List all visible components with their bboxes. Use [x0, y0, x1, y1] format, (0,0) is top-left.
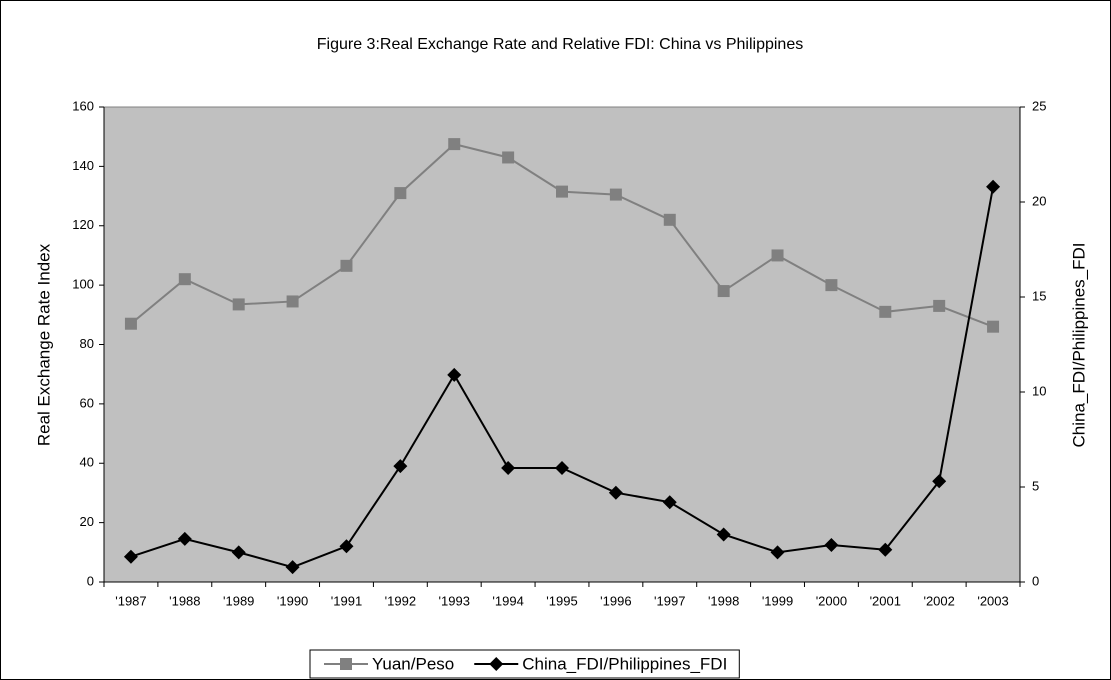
series-marker — [339, 539, 354, 554]
y-tick-label: 140 — [72, 158, 94, 173]
x-tick-label: '1992 — [385, 593, 416, 608]
series-marker — [178, 273, 191, 286]
series-marker — [123, 549, 138, 564]
legend-label: China_FDI/Philippines_FDI — [522, 654, 727, 673]
x-tick-label: '1988 — [169, 593, 200, 608]
x-tick-label: '1997 — [654, 593, 685, 608]
series-marker — [394, 187, 407, 200]
series-marker — [770, 545, 785, 560]
series-marker — [556, 185, 568, 198]
y2-tick-label: 20 — [1032, 193, 1046, 208]
series-marker — [285, 560, 300, 575]
x-tick-label: '2003 — [977, 593, 1008, 608]
y2-tick-label: 15 — [1032, 288, 1046, 303]
y-tick-label: 40 — [80, 455, 94, 470]
y2-tick-label: 5 — [1032, 478, 1039, 493]
y-tick-label: 80 — [80, 336, 94, 351]
series-marker — [232, 298, 245, 311]
series-marker — [501, 461, 516, 475]
series-marker — [124, 317, 137, 330]
y-tick-label: 100 — [72, 277, 94, 292]
x-tick-label: '2001 — [870, 593, 901, 608]
series-marker — [393, 459, 408, 474]
x-tick-label: '1996 — [600, 593, 631, 608]
series-marker — [662, 495, 677, 510]
y-tick-label: 20 — [80, 514, 94, 529]
series-marker — [986, 179, 1001, 194]
series-marker — [502, 151, 515, 164]
legend: Yuan/Peso China_FDI/Philippines_FDI — [309, 649, 740, 679]
y-tick-label: 0 — [87, 573, 94, 588]
series-marker — [555, 461, 569, 475]
series-marker — [231, 545, 246, 560]
y2-axis-title: China_FDI/Philippines_FDI — [1069, 242, 1088, 447]
y-axis-title: Real Exchange Rate Index — [34, 243, 53, 446]
y-tick-label: 160 — [72, 98, 94, 113]
x-tick-label: '2002 — [923, 593, 954, 608]
x-tick-label: '1998 — [708, 593, 739, 608]
series-marker — [825, 279, 838, 292]
series-marker — [286, 295, 299, 308]
series-marker — [608, 485, 623, 500]
x-tick-label: '1991 — [331, 593, 362, 608]
legend-marker — [340, 658, 352, 670]
x-tick-label: '1999 — [762, 593, 793, 608]
y-tick-label: 60 — [80, 395, 94, 410]
series-marker — [340, 259, 353, 272]
series-marker — [878, 542, 893, 557]
x-tick-label: '1987 — [115, 593, 146, 608]
legend-label: Yuan/Peso — [372, 654, 454, 673]
x-tick-label: '1993 — [439, 593, 470, 608]
series-marker — [717, 285, 730, 298]
x-tick-label: '1990 — [277, 593, 308, 608]
series-marker — [987, 320, 1000, 333]
series-marker — [609, 188, 622, 201]
series-marker — [824, 537, 839, 552]
series-marker — [879, 305, 892, 318]
series-marker — [933, 299, 946, 312]
series-marker — [177, 531, 192, 546]
series-marker — [716, 527, 731, 542]
x-tick-label: '2000 — [816, 593, 847, 608]
chart-title: Figure 3:Real Exchange Rate and Relative… — [317, 36, 803, 53]
series-marker — [771, 249, 784, 262]
y2-tick-label: 10 — [1032, 383, 1046, 398]
y-tick-label: 120 — [72, 217, 94, 232]
y2-tick-label: 25 — [1032, 98, 1046, 113]
y2-tick-label: 0 — [1032, 573, 1039, 588]
plot-area — [103, 106, 1021, 583]
legend-marker — [489, 657, 504, 671]
series-marker — [448, 138, 461, 151]
x-tick-label: '1994 — [492, 593, 523, 608]
series-marker — [663, 213, 676, 226]
series-marker — [447, 367, 462, 382]
series-marker — [932, 474, 947, 489]
x-tick-label: '1989 — [223, 593, 254, 608]
legend-box — [309, 649, 740, 679]
x-tick-label: '1995 — [546, 593, 577, 608]
